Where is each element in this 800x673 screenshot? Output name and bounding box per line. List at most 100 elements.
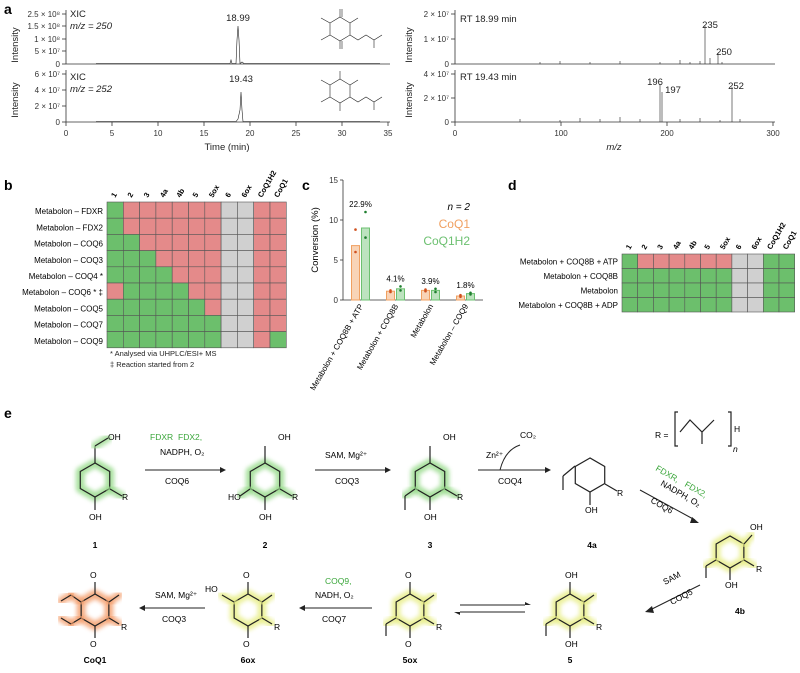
- grid-b-cell: [237, 266, 254, 284]
- grid-b-col-2: 3: [142, 191, 152, 199]
- grid-b-cell: [253, 282, 271, 300]
- compound-coq1-structure: [57, 578, 123, 642]
- arrow-head: [139, 605, 145, 611]
- grid-d-col-6: 5ox: [718, 235, 733, 251]
- grid-b-cell: [269, 282, 287, 300]
- atom-label: OH: [278, 432, 291, 442]
- compound-6ox-structure: [218, 578, 276, 642]
- grid-b-cell: [123, 234, 140, 251]
- grid-b-row-label: Metabolon – FDXR: [35, 207, 103, 216]
- grid-b-cell: [269, 201, 287, 219]
- grid-b-cell: [139, 331, 157, 349]
- grid-b-cell: [237, 234, 254, 251]
- grid-b-cell: [204, 298, 222, 316]
- grid-b-cell: [155, 331, 173, 349]
- grid-b-cell: [106, 250, 124, 268]
- atom-label: OH: [565, 570, 578, 580]
- grid-d-cell: [684, 297, 701, 313]
- grid-b-col-7: 6: [223, 191, 233, 199]
- grid-b-row-label: Metabolon – FDX2: [36, 223, 103, 232]
- grid-d-col-8: 6ox: [749, 235, 764, 251]
- replicate-point: [389, 289, 392, 292]
- chart-c-category-label: Metabolon: [409, 303, 435, 340]
- xic1-label: XIC: [70, 9, 86, 20]
- legend-coq1: CoQ1: [439, 217, 471, 231]
- atom-label: R: [596, 622, 602, 632]
- grid-b-cell: [188, 234, 206, 251]
- grid-b-cell: [171, 201, 189, 219]
- replicate-point: [399, 289, 402, 292]
- grid-d-cell: [762, 253, 780, 269]
- grid-b-cell: [139, 250, 157, 268]
- grid-d-cell: [762, 297, 780, 313]
- grid-b-cell: [204, 282, 222, 300]
- grid-b-cell: [253, 298, 271, 316]
- replicate-point: [459, 293, 462, 297]
- grid-b-cell: [253, 201, 271, 219]
- cofactor-label: Zn²⁺: [486, 450, 504, 460]
- grid-d-cell: [621, 268, 638, 284]
- xic1-tick-2: 1 × 10⁸: [34, 35, 60, 44]
- grid-b-cell: [237, 298, 254, 316]
- grid-b-col-6: 5ox: [207, 183, 222, 199]
- legend-coq1h2: CoQ1H2: [423, 234, 470, 248]
- grid-b-cell: [123, 217, 140, 235]
- grid-b-cell: [155, 266, 173, 284]
- grid-b-cell: [139, 266, 157, 284]
- grid-b-cell: [188, 217, 206, 235]
- grid-d-cell: [731, 297, 748, 313]
- grid-b-col-1: 2: [125, 191, 135, 199]
- grid-b-cell: [237, 331, 254, 349]
- grid-b-cell: [220, 282, 238, 300]
- grid-b-cell: [204, 201, 222, 219]
- grid-d-cell: [700, 282, 717, 298]
- grid-d-cell: [653, 297, 670, 313]
- grid-b-cell: [155, 298, 173, 316]
- compound-4b-structure: [702, 531, 758, 584]
- grid-b-row-label: Metabolon – COQ3: [34, 256, 103, 265]
- grid-b-cell: [123, 315, 140, 332]
- grid-d-cell: [684, 282, 701, 298]
- grid-b-cell: [155, 201, 173, 219]
- grid-b-col-0: 1: [109, 191, 119, 199]
- replicate-point: [424, 288, 427, 291]
- grid-b-cell: [269, 315, 287, 332]
- cofactor-label: SAM, Mg²⁺: [325, 450, 368, 460]
- grid-b-cell: [220, 266, 238, 284]
- grid-b-cell: [204, 266, 222, 284]
- atom-label: R: [756, 564, 762, 574]
- panel-b-footnote-2: ‡ Reaction started from 2: [110, 360, 194, 369]
- grid-d-row-label: Metabolon + COQ8B + ATP: [520, 258, 618, 267]
- grid-d-cell: [637, 297, 654, 313]
- time-axis: 0 5 10 15 20 25 30 35 Time (min): [64, 122, 393, 153]
- grid-b-cell: [188, 331, 206, 349]
- panel-b-footnote-1: * Analysed via UHPLC/ESI+ MS: [110, 349, 217, 358]
- grid-b-row-label: Metabolon – COQ9: [34, 337, 103, 346]
- structure-quinone-small: [320, 9, 383, 49]
- time-tick-2: 10: [154, 129, 163, 138]
- compound-label-5: 5: [568, 655, 573, 665]
- panel-c-bar-chart: 0 5 10 15 Conversion (%) 22.9% Metabolon + COQ…: [308, 176, 483, 392]
- compound-5-structure: [542, 578, 598, 642]
- grid-d-cell: [621, 282, 638, 298]
- grid-b-cell: [123, 250, 140, 268]
- atom-label: R: [274, 622, 280, 632]
- atom-label: HO: [228, 492, 241, 502]
- grid-b-cell: [237, 282, 254, 300]
- atom-label: OH: [725, 580, 738, 590]
- ms1-peak-235: 235: [702, 20, 718, 31]
- chart-c-annotation: 3.9%: [421, 277, 439, 286]
- grid-b-cell: [188, 282, 206, 300]
- grid-b-cell: [220, 250, 238, 268]
- ms-spectrum-1899: 2 × 10⁷ 1 × 10⁷ 0 RT 18.99 min 235 250: [424, 10, 775, 69]
- ms1-peak-250: 250: [716, 47, 732, 58]
- enzyme-coq6: COQ6: [649, 495, 675, 516]
- grid-b-cell: [253, 331, 271, 349]
- xic2-tick-3: 0: [56, 118, 61, 127]
- replicate-point: [469, 291, 472, 295]
- enzyme-coq9: COQ9,: [325, 576, 351, 586]
- xic1-peak-label: 18.99: [226, 13, 250, 24]
- grid-b-cell: [220, 298, 238, 316]
- mz-axis: 0 100 200 300 m/z: [453, 122, 780, 153]
